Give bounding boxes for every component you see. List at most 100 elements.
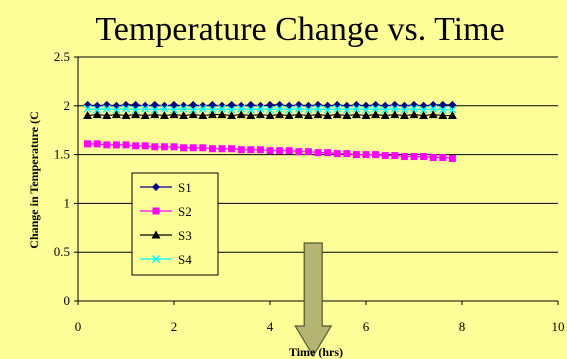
legend-label: S4	[178, 252, 192, 267]
data-point	[419, 111, 429, 120]
data-point	[228, 145, 236, 153]
data-point	[189, 105, 198, 114]
legend-marker	[152, 255, 160, 263]
data-point	[141, 101, 150, 110]
data-point	[93, 140, 101, 148]
data-point	[237, 146, 245, 154]
data-point	[160, 104, 169, 113]
data-point	[362, 101, 370, 110]
data-point	[438, 111, 448, 120]
series-s2	[84, 140, 456, 163]
data-point	[333, 104, 342, 113]
data-point	[256, 104, 265, 113]
data-point	[102, 111, 112, 120]
y-tick-labels: 0 0.5 1 1.5 2 2.5	[54, 49, 78, 308]
legend-marker	[152, 207, 160, 215]
data-point	[246, 105, 255, 114]
y-tick-label: 2.5	[54, 49, 70, 64]
legend-box	[131, 172, 219, 276]
data-point	[371, 104, 380, 113]
chart-title: Temperature Change vs. Time	[95, 11, 504, 48]
data-point	[93, 105, 102, 114]
data-point	[400, 153, 408, 161]
data-point	[218, 104, 226, 113]
data-point	[285, 101, 294, 110]
data-point	[372, 151, 380, 159]
data-point	[121, 111, 131, 120]
data-point	[410, 153, 418, 161]
data-point	[198, 101, 207, 110]
data-point	[102, 104, 111, 113]
data-point	[314, 100, 322, 109]
data-point	[199, 144, 207, 152]
data-point	[160, 101, 169, 110]
y-tick-label: 0.5	[54, 244, 70, 259]
data-point	[381, 105, 390, 114]
data-point	[246, 111, 256, 120]
data-point	[179, 111, 189, 120]
data-point	[380, 111, 390, 120]
data-point	[400, 101, 409, 110]
x-tick-label: 2	[171, 319, 178, 334]
data-point	[122, 104, 130, 113]
data-point	[447, 111, 457, 120]
legend-label: S3	[178, 228, 192, 243]
data-point	[275, 100, 284, 109]
legend-marker	[152, 183, 160, 191]
series-s3	[83, 110, 457, 120]
x-axis-title: Time (hrs)	[289, 345, 343, 359]
data-point	[160, 143, 168, 151]
data-point	[419, 105, 428, 114]
series-s4	[83, 104, 457, 114]
y-tick-label: 0	[64, 293, 71, 308]
data-point	[92, 110, 102, 119]
data-point	[448, 155, 456, 163]
data-point	[429, 104, 438, 113]
legend: S1 S2 S3 S4	[131, 172, 219, 276]
data-point	[371, 110, 381, 119]
data-point	[410, 100, 418, 109]
data-point	[208, 105, 217, 114]
x-tick-label: 10	[552, 319, 565, 334]
data-point	[439, 154, 447, 162]
data-point	[198, 111, 208, 120]
x-tick-labels: 0 2 4 6 8 10	[75, 301, 565, 334]
y-tick-label: 1.5	[54, 147, 70, 162]
data-point	[332, 110, 342, 119]
data-point	[381, 101, 390, 110]
y-tick-label: 1	[64, 195, 71, 210]
data-point	[83, 104, 92, 113]
data-point	[409, 110, 419, 119]
data-point	[276, 147, 284, 155]
data-point	[83, 100, 92, 109]
x-tick-label: 4	[267, 319, 274, 334]
data-point	[342, 105, 351, 114]
data-point	[218, 101, 226, 110]
data-point	[285, 105, 294, 114]
data-point	[351, 110, 361, 119]
data-point	[102, 100, 111, 109]
series-layer	[83, 100, 457, 163]
data-point	[141, 142, 149, 150]
data-point	[198, 104, 207, 113]
data-point	[217, 110, 227, 119]
data-point	[352, 100, 361, 109]
data-point	[390, 100, 399, 109]
data-point	[179, 104, 188, 113]
data-point	[170, 105, 178, 114]
data-point	[180, 144, 188, 152]
data-point	[294, 100, 303, 109]
data-point	[420, 153, 428, 161]
data-point	[83, 111, 93, 120]
data-point	[314, 149, 322, 157]
data-point	[323, 105, 332, 114]
data-point	[313, 110, 323, 119]
data-point	[438, 105, 447, 114]
data-point	[314, 104, 322, 113]
data-point	[266, 105, 274, 114]
data-point	[189, 144, 197, 152]
data-point	[352, 104, 361, 113]
data-point	[381, 152, 389, 160]
data-point	[227, 111, 237, 120]
